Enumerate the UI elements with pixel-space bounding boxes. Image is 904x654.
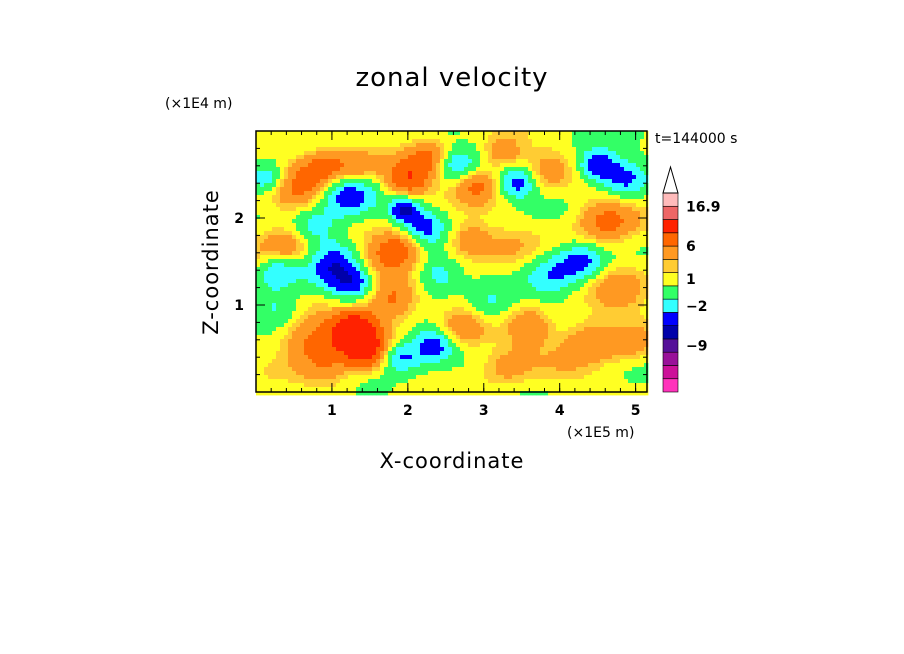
x-axis-label: X-coordinate (380, 449, 525, 473)
colorbar-tick-label: 16.9 (686, 199, 721, 215)
x-tick-label: 1 (327, 403, 337, 419)
axis-ticks: 1 2 3 4 5 1 2 (234, 131, 647, 419)
colorbar-level (662, 351, 679, 366)
y-tick-label: 1 (234, 298, 244, 314)
colorbar-level (662, 378, 679, 393)
colorbar-level (662, 312, 679, 326)
x-tick-label: 4 (555, 403, 565, 419)
colorbar-tick-label: 1 (686, 272, 696, 288)
colorbar-level (662, 285, 679, 300)
plot-frame (255, 130, 648, 393)
colorbar-level (662, 298, 679, 313)
colorbar-tick-label: 6 (686, 239, 696, 255)
colorbar-level (662, 245, 679, 260)
colorbar-level (662, 219, 679, 234)
x-tick-label: 5 (631, 403, 641, 419)
colorbar-tick-label: −2 (686, 299, 707, 315)
colorbar-level (662, 192, 679, 207)
colorbar: 16.9 6 1 −2 −9 (662, 165, 721, 393)
colorbar-level (662, 272, 679, 287)
x-tick-label: 3 (479, 403, 489, 419)
colorbar-tick-label: −9 (686, 339, 707, 355)
y-scale-label: (×1E4 m) (165, 96, 232, 112)
colorbar-level (662, 365, 679, 380)
colorbar-level (662, 259, 679, 273)
velocity-field (256, 131, 649, 396)
colorbar-level (662, 338, 679, 353)
time-label: t=144000 s (655, 131, 737, 147)
colorbar-level (662, 232, 679, 247)
y-axis-label: Z-coordinate (199, 189, 223, 335)
colorbar-level (662, 205, 679, 220)
colorbar-level (662, 325, 679, 340)
x-tick-label: 2 (403, 403, 413, 419)
y-tick-label: 2 (234, 211, 244, 227)
x-scale-label: (×1E5 m) (567, 425, 634, 441)
chart-title: zonal velocity (355, 63, 548, 93)
colorbar-extend-arrow (662, 165, 679, 194)
